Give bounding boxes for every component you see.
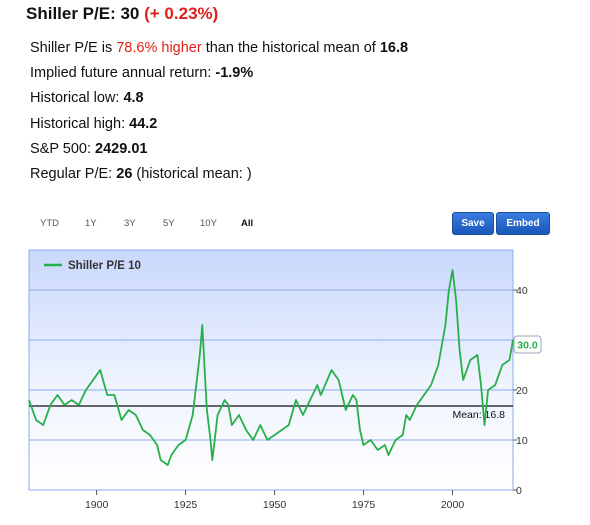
- mean-comparison: Shiller P/E is 78.6% higher than the his…: [30, 40, 409, 56]
- legend-label: Shiller P/E 10: [68, 260, 141, 272]
- current-value-label: 30.0: [517, 340, 538, 352]
- historical-low: Historical low: 4.8: [30, 90, 144, 107]
- y-tick-label: 10: [516, 435, 528, 447]
- range-5y[interactable]: 5Y: [163, 218, 175, 229]
- shiller-pe-series-line: [28, 269, 514, 466]
- embed-button[interactable]: Embed: [496, 212, 550, 235]
- historical-high: Historical high: 44.2: [30, 115, 158, 132]
- x-tick-label: 2000: [441, 499, 465, 511]
- x-tick-label: 1950: [263, 499, 287, 511]
- regular-pe: Regular P/E: 26 (historical mean: ): [30, 165, 252, 182]
- chart-legend: Shiller P/E 10: [44, 260, 141, 272]
- y-tick-label: 40: [516, 285, 528, 297]
- plot-area: [28, 249, 514, 491]
- range-3y[interactable]: 3Y: [124, 218, 136, 229]
- shiller-pe-change: (+ 0.23%): [144, 4, 219, 23]
- x-tick-label: 1925: [174, 499, 198, 511]
- range-10y[interactable]: 10Y: [200, 218, 217, 229]
- range-1y[interactable]: 1Y: [85, 218, 97, 229]
- page-title: Shiller P/E: 30 (+ 0.23%): [26, 4, 218, 24]
- y-tick-label: 20: [516, 385, 528, 397]
- shiller-pe-value: Shiller P/E: 30: [26, 4, 140, 23]
- implied-return: Implied future annual return: -1.9%: [30, 65, 254, 82]
- x-tick-label: 1900: [85, 499, 109, 511]
- range-all[interactable]: All: [241, 218, 254, 229]
- y-tick-label: 0: [516, 485, 522, 497]
- sp500-value: S&P 500: 2429.01: [30, 140, 148, 157]
- x-tick-label: 1975: [352, 499, 376, 511]
- range-ytd[interactable]: YTD: [40, 218, 59, 229]
- save-button[interactable]: Save: [452, 212, 494, 235]
- current-value-tag: 30.0: [513, 335, 542, 354]
- stats-list: Shiller P/E is 78.6% higher than the his…: [30, 36, 408, 187]
- mean-label: Mean: 16.8: [452, 409, 505, 421]
